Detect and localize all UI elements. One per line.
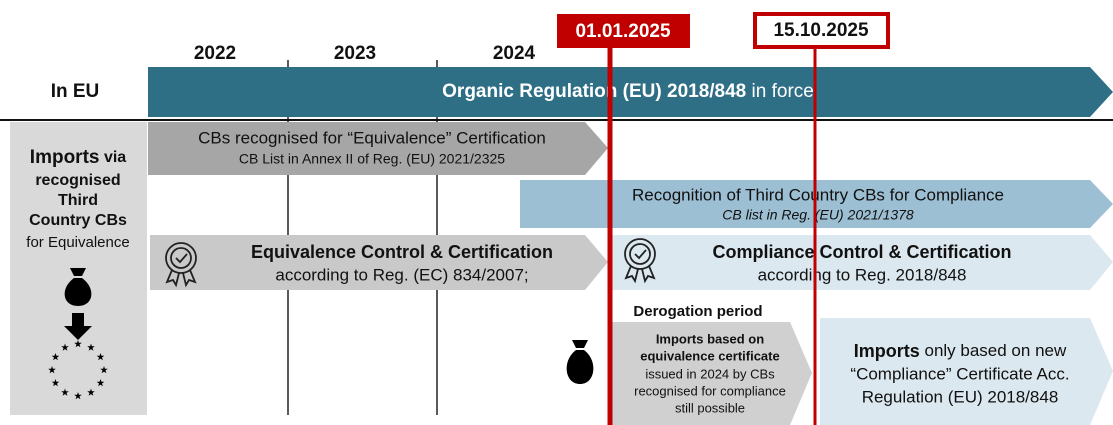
year-label: 2024 — [493, 43, 536, 64]
sidebar-line: Third — [58, 192, 98, 209]
milestone-box — [753, 12, 890, 49]
certificate-icon — [165, 242, 197, 288]
derogation-line: recognised for compliance — [634, 383, 786, 398]
equivalence-control-title: Equivalence Control & Certification — [251, 242, 553, 262]
milestone-label: 15.10.2025 — [773, 20, 869, 41]
star — [51, 379, 60, 387]
equivalence-cbs-subtitle: CB List in Annex II of Reg. (EU) 2021/23… — [239, 151, 505, 167]
sidebar-line: Country CBs — [29, 212, 127, 229]
compliance-control-subtitle: according to Reg. 2018/848 — [758, 265, 967, 284]
regulation-arrow — [148, 67, 1113, 117]
arrow-icon — [64, 313, 92, 340]
new-imports-line: Imports only based on new — [854, 341, 1067, 361]
row-label: In EU — [51, 81, 100, 102]
new-imports-arrow — [820, 318, 1113, 425]
compliance-cbs-subtitle: CB list in Reg. (EU) 2021/1378 — [722, 207, 914, 223]
regulation-text: Organic Regulation (EU) 2018/848 in forc… — [442, 81, 814, 102]
equivalence-control-arrow — [150, 235, 608, 290]
derogation-line: issued in 2024 by CBs — [645, 366, 775, 381]
derogation-arrow — [612, 322, 812, 425]
star — [61, 343, 69, 351]
equivalence-cbs-title: CBs recognised for “Equivalence” Certifi… — [198, 128, 546, 147]
star — [74, 340, 82, 348]
equivalence-cbs-arrow — [148, 122, 608, 175]
year-label: 2023 — [334, 43, 376, 64]
star — [96, 379, 105, 387]
star — [100, 366, 108, 374]
compliance-control-arrow — [612, 235, 1113, 290]
star — [51, 353, 60, 361]
derogation-label: Derogation period — [633, 303, 762, 320]
derogation-line: still possible — [675, 400, 745, 415]
star — [87, 343, 95, 351]
money-bag-icon — [566, 340, 594, 384]
sidebar-line: recognised — [35, 172, 120, 189]
milestone-label: 01.01.2025 — [575, 21, 671, 42]
certificate-icon — [624, 238, 656, 284]
new-imports-line: Regulation (EU) 2018/848 — [862, 387, 1059, 406]
sidebar-heading: Imports via — [30, 147, 126, 168]
milestone-box — [557, 14, 690, 48]
equivalence-control-subtitle: according to Reg. (EC) 834/2007; — [275, 265, 528, 284]
eu-stars-icon — [48, 340, 108, 400]
star — [74, 392, 82, 400]
year-label: 2022 — [194, 43, 236, 64]
star — [96, 353, 105, 361]
derogation-bold-line: Imports based on — [656, 331, 764, 346]
derogation-bold-line: equivalence certificate — [640, 348, 779, 363]
compliance-cbs-title: Recognition of Third Country CBs for Com… — [632, 185, 1004, 204]
star — [87, 388, 95, 396]
star — [61, 388, 69, 396]
star — [48, 366, 56, 374]
sidebar-note: for Equivalence — [26, 234, 129, 251]
new-imports-line: “Compliance” Certificate Acc. — [850, 364, 1069, 383]
money-bag-icon — [64, 268, 92, 306]
compliance-control-title: Compliance Control & Certification — [712, 242, 1011, 262]
